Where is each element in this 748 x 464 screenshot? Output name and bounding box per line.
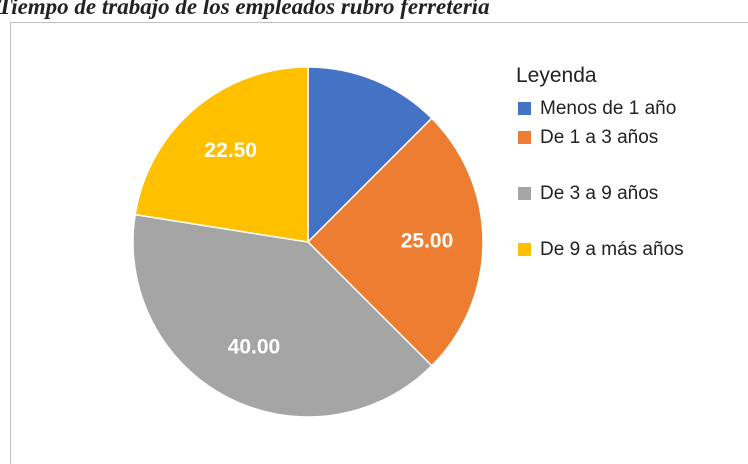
pie-slice (132, 213, 433, 418)
legend-label: De 9 a más años (540, 239, 684, 260)
chart-title: Tiempo de trabajo de los empleados rubro… (0, 0, 490, 19)
data-label: 22.50 (204, 139, 257, 162)
pie-slice (307, 66, 433, 244)
legend: Leyenda Menos de 1 año De 1 a 3 años De 3 … (516, 64, 690, 291)
legend-label: De 1 a 3 años (540, 127, 659, 148)
legend-item: De 9 a más años (516, 235, 690, 264)
legend-swatch (518, 243, 531, 256)
legend-item: De 3 a 9 años (516, 179, 690, 208)
legend-label: De 3 a 9 años (540, 183, 659, 204)
data-label: 25.00 (401, 230, 454, 253)
legend-swatch (518, 102, 531, 115)
pie-slice (134, 66, 309, 243)
data-label: 40.00 (228, 336, 281, 359)
pie-slice (306, 117, 484, 367)
legend-item: De 1 a 3 años (516, 123, 690, 152)
legend-swatch (518, 131, 531, 144)
legend-item: Menos de 1 año (516, 94, 690, 123)
legend-swatch (518, 187, 531, 200)
legend-title: Leyenda (516, 64, 597, 87)
legend-label: Menos de 1 año (540, 98, 677, 119)
